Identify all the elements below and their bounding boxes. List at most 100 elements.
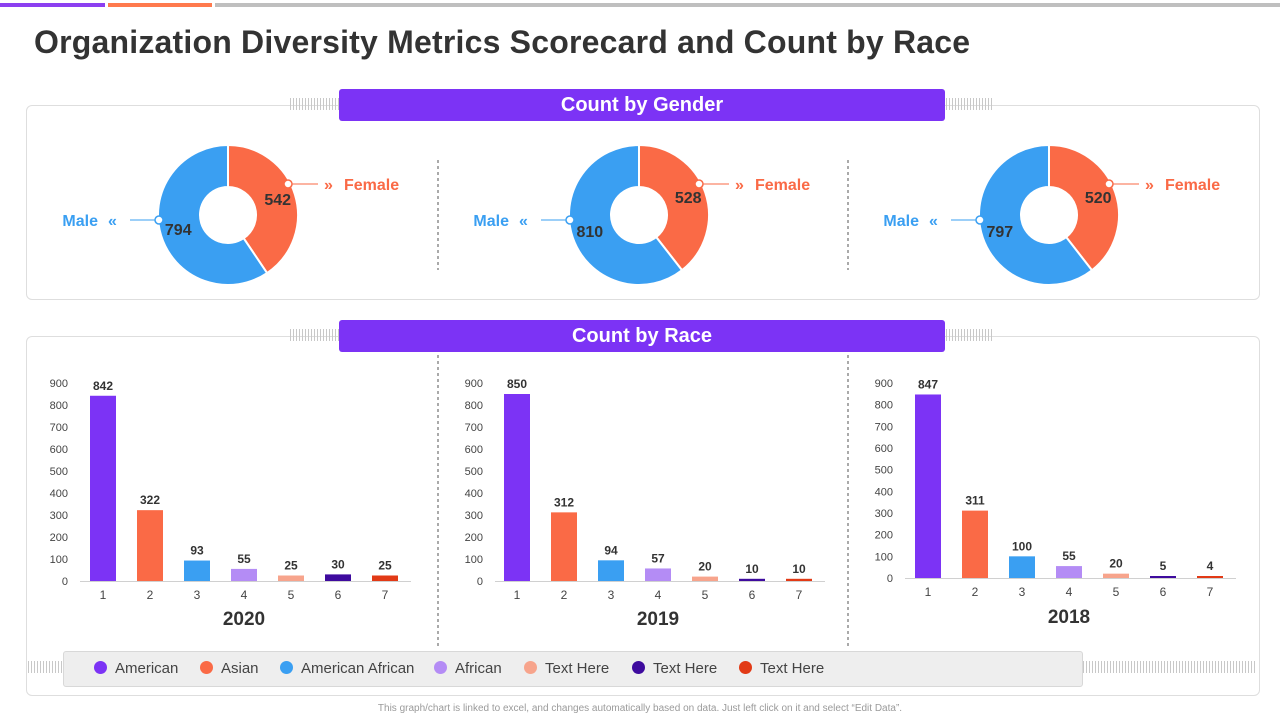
bar	[504, 394, 530, 581]
legend-marker	[280, 661, 293, 674]
chevron-left-icon: «	[519, 213, 528, 230]
y-tick-label: 400	[50, 488, 68, 500]
x-tick-label: 2	[972, 585, 979, 599]
donut-slice-female	[227, 143, 299, 275]
legend-label: Asian	[221, 660, 259, 677]
y-tick-label: 600	[875, 443, 893, 455]
female-label: Female	[755, 177, 810, 194]
male-label: Male	[473, 213, 509, 230]
bar-value-label: 94	[604, 543, 618, 557]
bar	[645, 568, 671, 581]
x-tick-label: 5	[1113, 585, 1120, 599]
bar-value-label: 4	[1207, 559, 1214, 573]
legend-marker	[200, 661, 213, 674]
bar-value-label: 10	[792, 562, 806, 576]
bar-value-label: 20	[1109, 557, 1123, 571]
donut-value-label: 794	[165, 222, 192, 239]
y-tick-label: 300	[875, 508, 893, 520]
chart-year-title: 2020	[223, 609, 265, 630]
bar	[184, 560, 210, 581]
legend-label: African	[455, 660, 502, 677]
y-tick-label: 600	[465, 444, 483, 456]
x-tick-label: 7	[1207, 585, 1214, 599]
x-tick-label: 5	[702, 588, 709, 602]
y-tick-label: 200	[875, 530, 893, 542]
callout-marker	[283, 179, 293, 189]
legend-marker	[632, 661, 645, 674]
bar	[962, 510, 988, 578]
legend-item: Text Here	[739, 652, 824, 686]
bar	[551, 512, 577, 581]
bar	[739, 578, 765, 581]
accent-bar-purple	[0, 3, 105, 7]
y-tick-label: 500	[465, 466, 483, 478]
chevron-right-icon: »	[324, 177, 333, 194]
y-tick-label: 900	[50, 378, 68, 390]
legend-item: Asian	[200, 652, 259, 686]
y-tick-label: 400	[465, 488, 483, 500]
x-tick-label: 3	[1019, 585, 1026, 599]
accent-bar-gray	[215, 3, 1280, 7]
legend-item: African	[434, 652, 502, 686]
female-label: Female	[344, 177, 399, 194]
chart-year-title: 2019	[637, 609, 679, 630]
decorative-stripes	[290, 98, 339, 110]
bar	[278, 575, 304, 581]
y-tick-label: 0	[887, 573, 893, 585]
bar-value-label: 93	[190, 544, 204, 558]
male-label: Male	[62, 213, 98, 230]
x-tick-label: 2	[147, 588, 154, 602]
legend-label: Text Here	[545, 660, 610, 677]
bar-value-label: 312	[554, 495, 574, 509]
x-tick-label: 7	[796, 588, 803, 602]
callout-marker	[975, 215, 985, 225]
bar-value-label: 842	[93, 379, 113, 393]
legend-item: American	[94, 652, 178, 686]
y-tick-label: 400	[875, 486, 893, 498]
bar-value-label: 5	[1160, 559, 1167, 573]
bar	[372, 575, 398, 581]
bar	[1197, 576, 1223, 578]
x-tick-label: 3	[608, 588, 615, 602]
x-tick-label: 1	[514, 588, 521, 602]
race-panel	[26, 336, 1260, 696]
male-label: Male	[883, 213, 919, 230]
y-tick-label: 600	[50, 444, 68, 456]
x-tick-label: 6	[1160, 585, 1167, 599]
legend-label: Text Here	[653, 660, 718, 677]
x-tick-label: 3	[194, 588, 201, 602]
y-tick-label: 300	[465, 510, 483, 522]
legend-marker	[434, 661, 447, 674]
donut-value-label: 810	[576, 224, 603, 241]
bar	[1056, 566, 1082, 578]
x-tick-label: 6	[335, 588, 342, 602]
bar	[915, 394, 941, 578]
bar-value-label: 847	[918, 377, 938, 391]
legend-marker	[94, 661, 107, 674]
x-tick-label: 6	[749, 588, 756, 602]
bar-value-label: 25	[378, 559, 392, 573]
bar-value-label: 20	[698, 560, 712, 574]
bar	[90, 395, 116, 581]
callout-marker	[1104, 179, 1114, 189]
x-tick-label: 7	[382, 588, 389, 602]
bar	[137, 510, 163, 581]
y-tick-label: 900	[465, 378, 483, 390]
callout-marker	[694, 179, 704, 189]
y-tick-label: 100	[50, 554, 68, 566]
legend-marker	[739, 661, 752, 674]
y-tick-label: 500	[50, 466, 68, 478]
x-tick-label: 1	[100, 588, 107, 602]
donut-value-label: 528	[675, 190, 702, 207]
bar	[325, 574, 351, 581]
legend-item: American African	[280, 652, 414, 686]
y-tick-label: 800	[465, 400, 483, 412]
page-title: Organization Diversity Metrics Scorecard…	[34, 24, 971, 60]
x-tick-label: 5	[288, 588, 295, 602]
callout-marker	[565, 215, 575, 225]
donut-slice-male	[157, 143, 269, 286]
bar-value-label: 55	[237, 552, 251, 566]
accent-bar-orange	[108, 3, 212, 7]
y-tick-label: 700	[875, 421, 893, 433]
